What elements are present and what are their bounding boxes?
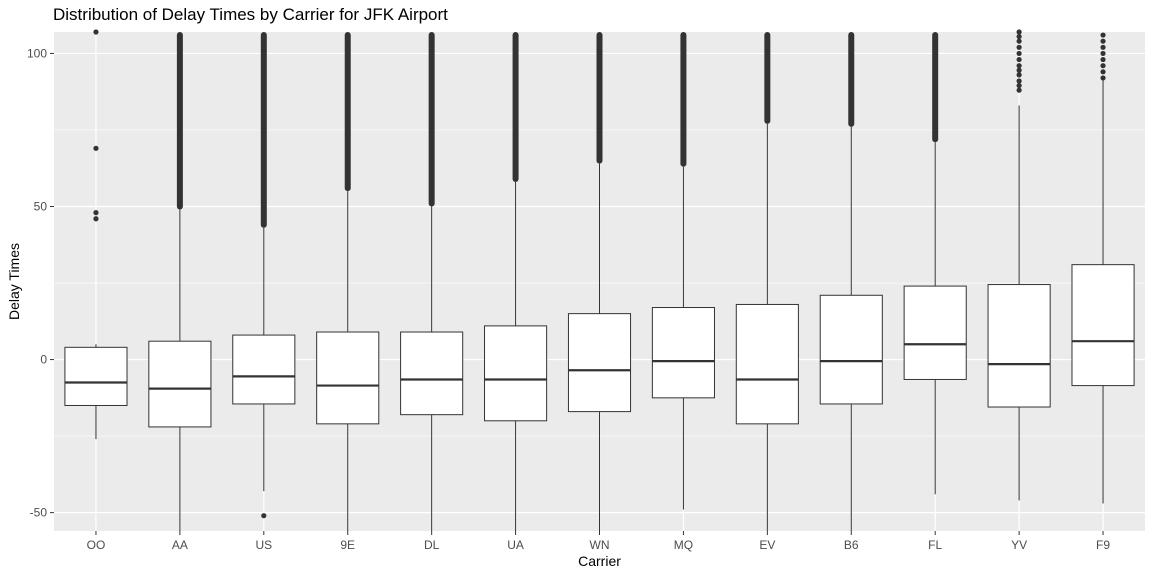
box-AA [148, 32, 212, 531]
outlier-point [1100, 44, 1106, 50]
outlier-point [1100, 32, 1106, 38]
outlier-point [1016, 63, 1022, 69]
x-axis-title: Carrier [578, 553, 621, 569]
x-tick-label: UA [507, 538, 524, 552]
outlier-band [512, 32, 519, 183]
x-tick-label: B6 [844, 538, 859, 552]
iqr-box [148, 340, 212, 428]
x-tick-label: 9E [340, 538, 355, 552]
outlier-band [596, 32, 603, 164]
outlier-point [1016, 44, 1022, 50]
outlier-point [261, 513, 267, 519]
x-tick-label: AA [172, 538, 188, 552]
outlier-point [1016, 33, 1022, 40]
y-axis-title: Delay Times [6, 243, 22, 320]
outlier-band [428, 32, 435, 207]
iqr-box [484, 325, 548, 422]
outlier-band [848, 32, 855, 127]
box-MQ [651, 32, 715, 510]
boxes [64, 29, 1135, 531]
outlier-point [93, 29, 99, 35]
outlier-point [1100, 56, 1106, 63]
y-tick-label: -50 [30, 506, 48, 520]
iqr-box [651, 307, 715, 399]
outlier-band [176, 32, 183, 210]
outlier-point [1100, 63, 1106, 69]
iqr-box [987, 284, 1051, 408]
x-tick-label: DL [424, 538, 440, 552]
box-DL [400, 32, 464, 531]
iqr-box [1071, 264, 1135, 387]
x-axis: OO AA US 9E DL UA WN MQ EV B6 FL YV F9 [87, 531, 1110, 552]
iqr-box [64, 346, 128, 406]
iqr-box [735, 303, 799, 425]
box-WN [567, 32, 632, 531]
x-tick-label: EV [759, 538, 775, 552]
outlier-point [1100, 75, 1106, 81]
box-OO [64, 29, 128, 440]
outlier-point [1100, 69, 1106, 75]
outlier-point [1016, 67, 1022, 73]
x-tick-label: FL [928, 538, 942, 552]
y-axis: -50 0 50 100 [27, 46, 54, 520]
box-UA [484, 32, 548, 531]
y-tick-label: 0 [40, 353, 47, 367]
outlier-point [1016, 50, 1022, 57]
outlier-band [344, 32, 351, 192]
outlier-band [260, 32, 267, 228]
outlier-point [93, 145, 99, 151]
iqr-box [232, 334, 296, 405]
outlier-band [680, 32, 687, 167]
box-FL [903, 32, 967, 495]
x-tick-label: MQ [674, 538, 693, 552]
iqr-box [316, 331, 380, 425]
outlier-point [1100, 38, 1106, 44]
x-tick-label: OO [87, 538, 106, 552]
y-tick-label: 50 [34, 199, 48, 213]
outlier-point [1016, 78, 1022, 84]
outlier-point [1016, 38, 1022, 44]
box-F9 [1071, 32, 1135, 504]
x-tick-label: US [255, 538, 272, 552]
x-tick-label: WN [590, 538, 610, 552]
iqr-box [567, 313, 632, 413]
box-YV [987, 29, 1051, 501]
box-9E [316, 32, 380, 531]
outlier-point [1016, 87, 1022, 93]
box-EV [735, 32, 799, 531]
x-tick-label: YV [1011, 538, 1027, 552]
box-B6 [819, 32, 883, 531]
outlier-band [932, 32, 939, 143]
y-tick-label: 100 [27, 46, 47, 60]
outlier-point [1016, 82, 1022, 89]
outlier-point [1016, 56, 1022, 63]
outlier-point [93, 216, 99, 222]
outlier-band [764, 32, 771, 124]
iqr-box [400, 331, 464, 416]
box-US [232, 32, 296, 519]
x-tick-label: F9 [1096, 538, 1110, 552]
iqr-box [819, 294, 883, 405]
iqr-box [903, 285, 967, 380]
outlier-point [1100, 50, 1106, 57]
outlier-point [1016, 72, 1022, 78]
chart-title: Distribution of Delay Times by Carrier f… [53, 5, 448, 24]
outlier-point [1016, 29, 1022, 35]
outlier-point [93, 210, 99, 216]
